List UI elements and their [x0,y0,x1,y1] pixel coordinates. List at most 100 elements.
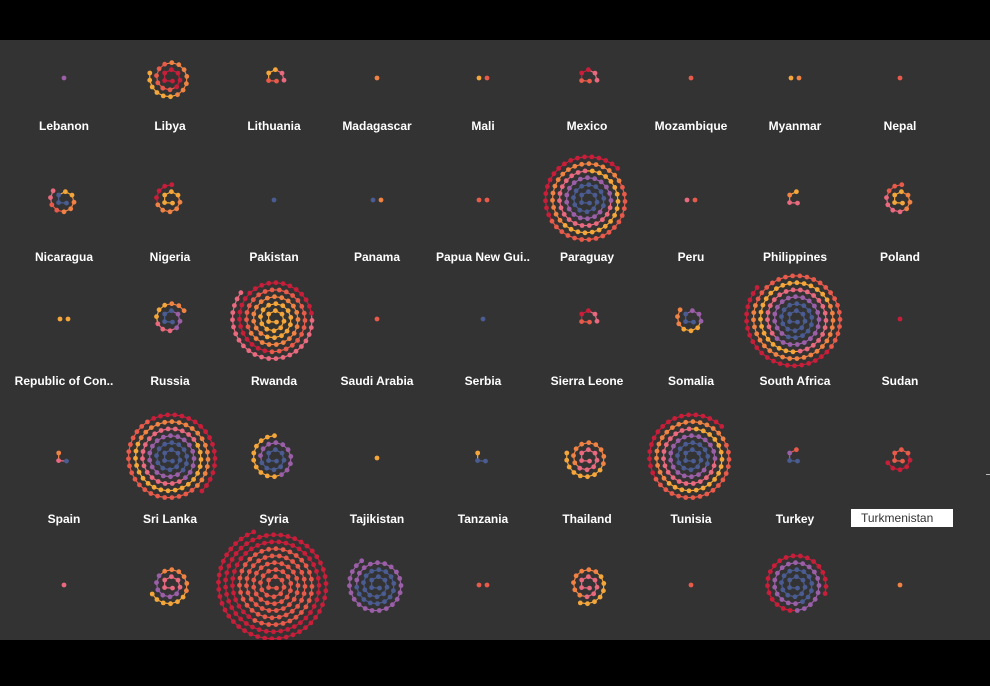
data-point[interactable] [779,565,785,571]
spiral-somalia[interactable] [675,307,704,334]
data-point[interactable] [785,600,791,606]
data-point[interactable] [584,467,590,473]
data-point[interactable] [251,529,257,535]
data-point[interactable] [271,532,276,538]
data-point[interactable] [596,170,602,176]
data-point[interactable] [787,342,793,347]
data-point[interactable] [801,281,807,286]
data-point[interactable] [822,591,828,596]
data-point[interactable] [244,310,250,315]
data-point[interactable] [61,75,67,81]
data-point[interactable] [63,189,68,195]
data-point[interactable] [683,495,689,500]
data-point[interactable] [148,491,154,496]
data-point[interactable] [557,217,563,223]
data-point[interactable] [812,569,817,575]
data-point[interactable] [564,450,570,456]
data-point[interactable] [764,285,770,290]
data-point[interactable] [593,162,599,167]
data-point[interactable] [258,453,263,458]
data-point[interactable] [787,311,793,317]
data-point[interactable] [185,481,191,487]
data-point[interactable] [564,192,570,198]
data-point[interactable] [260,573,266,579]
data-point[interactable] [154,314,159,319]
data-point[interactable] [259,620,264,626]
data-point[interactable] [295,604,300,609]
data-point[interactable] [245,590,251,596]
data-point[interactable] [174,325,180,331]
data-point[interactable] [662,463,668,469]
data-point[interactable] [794,342,800,347]
spiral-panama[interactable] [370,197,384,203]
data-point[interactable] [184,454,190,459]
data-point[interactable] [252,618,258,623]
data-point[interactable] [822,325,828,330]
data-point[interactable] [661,449,667,454]
data-point[interactable] [233,611,239,617]
data-point[interactable] [551,171,557,177]
data-point[interactable] [308,591,314,596]
data-point[interactable] [774,591,780,597]
data-point[interactable] [295,338,300,343]
data-point[interactable] [356,591,362,597]
data-point[interactable] [258,565,264,571]
data-point[interactable] [162,183,168,189]
data-point[interactable] [266,70,272,76]
data-point[interactable] [809,322,814,328]
spiral-tunisia[interactable] [647,412,732,501]
data-point[interactable] [690,495,696,500]
data-point[interactable] [175,70,181,76]
data-point[interactable] [250,297,256,303]
data-point[interactable] [192,419,198,425]
data-point[interactable] [800,333,805,339]
data-point[interactable] [822,310,828,316]
data-point[interactable] [290,543,296,548]
data-point[interactable] [258,580,263,585]
data-point[interactable] [779,299,785,305]
data-point[interactable] [362,587,368,593]
data-point[interactable] [774,325,780,331]
data-point[interactable] [806,361,812,366]
data-point[interactable] [783,555,789,560]
data-point[interactable] [579,311,585,317]
data-point[interactable] [299,344,304,349]
data-point[interactable] [584,594,590,600]
data-point[interactable] [167,209,173,215]
data-point[interactable] [397,576,403,581]
data-point[interactable] [176,420,182,425]
data-point[interactable] [706,481,712,487]
data-point[interactable] [184,81,189,87]
data-point[interactable] [693,487,699,493]
spiral-sri-lanka[interactable] [126,412,218,501]
data-point[interactable] [309,576,314,582]
data-point[interactable] [612,185,618,190]
data-point[interactable] [704,491,710,497]
data-point[interactable] [274,319,279,325]
data-point[interactable] [169,567,175,573]
data-point[interactable] [676,421,682,427]
spiral-cell-44[interactable] [897,582,903,588]
data-point[interactable] [266,458,271,463]
data-point[interactable] [307,556,312,562]
data-point[interactable] [586,574,591,580]
data-point[interactable] [579,78,584,83]
data-point[interactable] [754,331,760,337]
data-point[interactable] [592,599,597,605]
data-point[interactable] [795,319,800,325]
data-point[interactable] [398,583,404,588]
data-point[interactable] [155,80,161,86]
data-point[interactable] [287,336,292,342]
data-point[interactable] [294,310,300,315]
data-point[interactable] [716,443,722,448]
data-point[interactable] [675,470,681,475]
data-point[interactable] [203,429,209,435]
data-point[interactable] [259,587,265,593]
data-point[interactable] [262,540,267,546]
spiral-cell-42[interactable] [688,582,694,588]
data-point[interactable] [711,463,717,469]
data-point[interactable] [284,594,290,600]
data-point[interactable] [273,301,279,307]
data-point[interactable] [710,487,716,493]
data-point[interactable] [237,316,242,322]
